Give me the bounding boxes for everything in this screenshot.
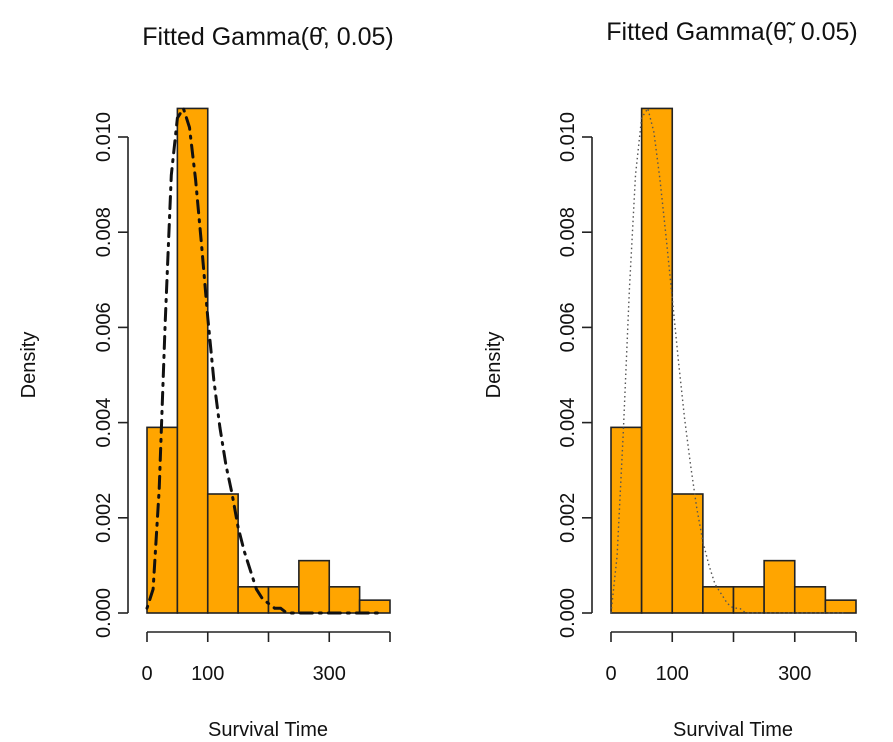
- x-tick-label: 100: [656, 663, 689, 685]
- x-tick-label: 100: [191, 663, 224, 685]
- histogram-bar: [237, 586, 270, 614]
- histogram-bar: [176, 107, 209, 614]
- left-panel-xlabel: Survival Time: [208, 719, 328, 741]
- right-panel-title: Fitted Gamma(θ̃, 0.05): [606, 18, 857, 46]
- right-panel-ylabel: Density: [483, 332, 505, 399]
- x-tick-label: 300: [313, 663, 346, 685]
- y-tick-label: 0.002: [93, 493, 115, 543]
- y-tick-label: 0.006: [93, 302, 115, 352]
- y-tick-label: 0.008: [557, 207, 579, 257]
- histogram-bar: [298, 559, 331, 614]
- x-tick-label: 300: [778, 663, 811, 685]
- right-panel-xlabel: Survival Time: [673, 719, 793, 741]
- left-panel-ylabel: Density: [18, 332, 40, 399]
- y-tick-label: 0.006: [557, 302, 579, 352]
- y-tick-label: 0.002: [557, 493, 579, 543]
- left-panel-bars: [146, 107, 391, 614]
- histogram-bar: [610, 426, 643, 614]
- y-tick-label: 0.010: [557, 112, 579, 162]
- histogram-bar: [358, 599, 391, 614]
- left-panel-fitted-curve: [145, 104, 380, 615]
- x-tick-label: 0: [605, 663, 616, 685]
- y-tick-label: 0.004: [557, 398, 579, 448]
- fitted-density-curve: [145, 104, 380, 615]
- y-tick-label: 0.010: [93, 112, 115, 162]
- histogram-bar: [702, 586, 735, 614]
- right-panel-axes: 0.000 0.002 0.004 0.006 0.008 0.010 0 100 300: [557, 112, 857, 685]
- histogram-bar: [763, 559, 796, 614]
- histogram-bar: [824, 599, 857, 614]
- y-tick-label: 0.008: [93, 207, 115, 257]
- histogram-bar: [793, 586, 827, 614]
- left-panel-axes: 0.000 0.002 0.004 0.006 0.008 0.010 0 100 300: [93, 112, 391, 685]
- y-tick-label: 0.000: [93, 588, 115, 638]
- x-tick-label: 0: [141, 663, 152, 685]
- histogram-bar: [640, 107, 674, 614]
- histogram-bar: [732, 586, 765, 614]
- histogram-bar: [671, 493, 704, 614]
- right-panel-bars: [610, 107, 857, 614]
- histogram-bar: [206, 493, 239, 614]
- y-tick-label: 0.004: [93, 398, 115, 448]
- histogram-bar: [146, 426, 179, 614]
- right-panel: Fitted Gamma(θ̃, 0.05) Density Survival …: [483, 18, 858, 741]
- left-panel: Fitted Gamma(θ̂, 0.05) Density Survival …: [18, 23, 394, 741]
- y-tick-label: 0.000: [557, 588, 579, 638]
- histogram-bar: [328, 586, 361, 614]
- left-panel-title: Fitted Gamma(θ̂, 0.05): [142, 23, 393, 51]
